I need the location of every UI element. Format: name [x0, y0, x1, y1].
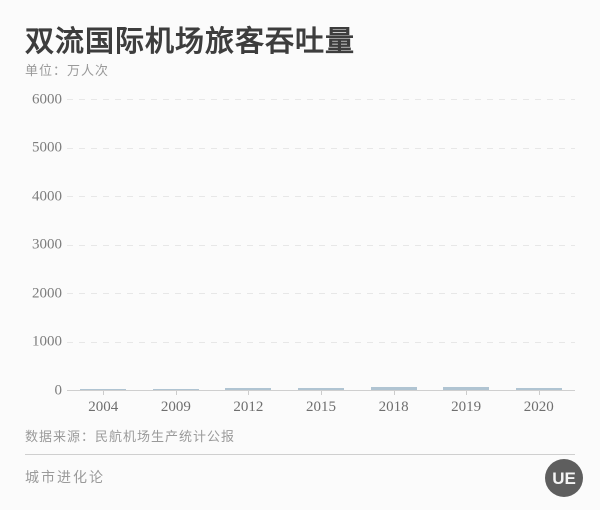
x-axis-tick	[103, 391, 105, 395]
y-axis-tick-label: 0	[54, 382, 63, 398]
data-source-label: 数据来源：民航机场生产统计公报	[25, 429, 236, 444]
bar-2019	[443, 387, 490, 390]
x-axis-tick	[248, 391, 250, 395]
y-axis-tick-label: 5000	[32, 139, 62, 156]
x-axis-tick	[175, 391, 177, 395]
bar-2009	[152, 389, 199, 390]
logo-text: UE	[552, 468, 576, 488]
x-axis-tick-label: 2012	[233, 399, 264, 415]
y-axis-tick-label: 1000	[32, 333, 62, 350]
y-axis-tick-label: 2000	[32, 285, 62, 301]
chart-title: 双流国际机场旅客吞吐量	[25, 26, 356, 58]
y-gridline	[67, 341, 575, 343]
footer-divider	[25, 454, 575, 455]
y-gridline	[67, 99, 575, 100]
brand-name: 城市进化论	[25, 471, 105, 486]
x-axis-tick	[321, 391, 322, 395]
y-axis-tick-label: 4000	[32, 188, 62, 204]
x-axis-tick	[393, 391, 395, 395]
x-axis-tick-label: 2009	[160, 399, 191, 415]
x-axis-tick	[538, 391, 540, 395]
x-axis-tick-label: 2004	[88, 399, 119, 415]
y-gridline	[67, 293, 575, 294]
unit-label: 单位：万人次	[25, 63, 110, 78]
x-axis-tick-label: 2015	[306, 399, 336, 415]
y-gridline	[67, 196, 575, 197]
ue-logo-icon: UE	[545, 459, 583, 497]
y-gridline	[67, 244, 575, 246]
bar-2015	[298, 388, 344, 390]
x-axis-line	[67, 390, 575, 391]
y-gridline	[67, 147, 575, 149]
bar-2020	[515, 388, 562, 390]
y-axis-tick-label: 6000	[32, 91, 62, 107]
y-axis-tick-label: 3000	[32, 236, 62, 253]
bar-2004	[80, 389, 127, 390]
x-axis-tick-label: 2018	[378, 399, 409, 415]
x-axis-tick-label: 2020	[523, 399, 554, 415]
bar-2012	[225, 388, 272, 390]
bar-2018	[370, 387, 417, 390]
x-axis-tick	[466, 391, 468, 395]
x-axis-tick-label: 2019	[451, 399, 482, 415]
